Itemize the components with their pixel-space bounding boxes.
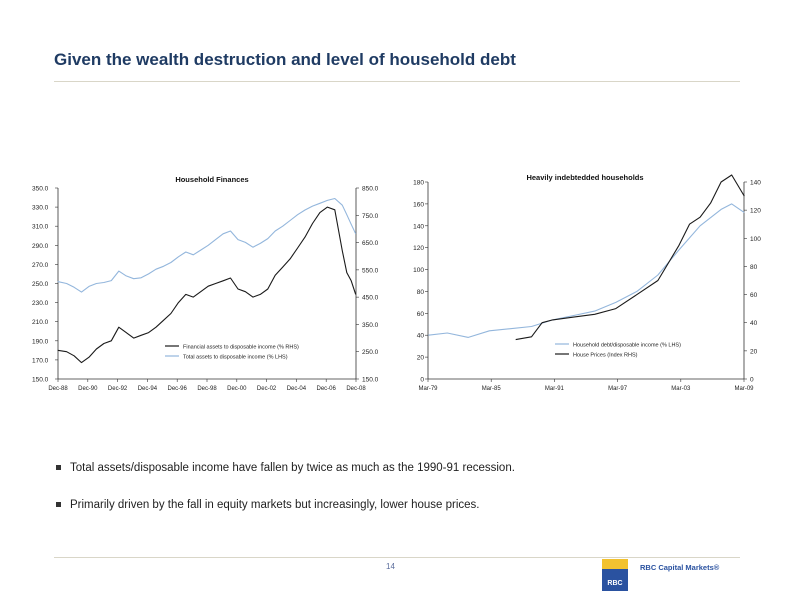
y-right-tick-label: 120: [750, 208, 761, 215]
y-right-tick-label: 250.0: [362, 349, 379, 356]
x-tick-label: Dec-00: [227, 386, 247, 392]
bullet-marker: [56, 502, 61, 507]
y-right-tick-label: 350.0: [362, 322, 379, 329]
rbc-logo: RBC RBC Capital Markets®: [600, 555, 740, 595]
x-tick-label: Dec-96: [168, 386, 188, 392]
chart-title: Heavily indebtedded households: [526, 173, 643, 182]
y-right-tick-label: 550.0: [362, 267, 379, 274]
y-left-tick-label: 310.0: [32, 224, 49, 231]
x-tick-label: Mar-09: [734, 386, 754, 392]
y-right-tick-label: 80: [750, 264, 758, 271]
x-tick-label: Dec-08: [346, 386, 366, 392]
series-line-1: [515, 174, 745, 341]
x-tick-label: Dec-98: [197, 386, 217, 392]
series-line-0: [57, 206, 357, 364]
y-left-tick-label: 160: [413, 201, 424, 208]
x-tick-label: Dec-04: [287, 386, 307, 392]
legend-label: Financial assets to disposable income (%…: [183, 345, 299, 351]
x-tick-label: Dec-92: [108, 386, 128, 392]
chart-household-finances: Household Finances 150.0 170.0 190.0 210.0 23…: [32, 175, 379, 392]
x-tick-label: Mar-97: [608, 386, 628, 392]
bullet-text: Primarily driven by the fall in equity m…: [70, 499, 480, 511]
chart-heavily-indebted-households: Heavily indebtedded households 0 20 40 60 80 1…: [413, 173, 761, 392]
legend-label: Total assets to disposable income (% LHS…: [183, 355, 288, 361]
y-left-tick-label: 60: [417, 311, 425, 318]
x-tick-label: Dec-02: [257, 386, 277, 392]
y-right-tick-label: 140: [750, 180, 761, 187]
bullet-text: Total assets/disposable income have fall…: [70, 462, 515, 474]
y-left-tick-label: 350.0: [32, 186, 49, 193]
y-right-tick-label: 150.0: [362, 377, 379, 384]
x-tick-label: Dec-90: [78, 386, 98, 392]
y-left-tick-label: 290.0: [32, 243, 49, 250]
y-right-tick-label: 100: [750, 236, 761, 243]
rbc-shield-icon: RBC: [602, 559, 628, 591]
series-line-1: [57, 197, 357, 293]
y-left-tick-label: 230.0: [32, 300, 49, 307]
y-left-tick-label: 80: [417, 289, 425, 296]
page-number: 14: [386, 562, 395, 571]
bullet-marker: [56, 465, 61, 470]
x-tick-label: Dec-94: [138, 386, 158, 392]
y-left-tick-label: 330.0: [32, 205, 49, 212]
y-left-tick-label: 40: [417, 333, 425, 340]
y-right-tick-label: 850.0: [362, 186, 379, 193]
y-right-tick-label: 60: [750, 292, 758, 299]
y-left-tick-label: 250.0: [32, 281, 49, 288]
y-left-tick-label: 0: [420, 377, 424, 384]
y-left-tick-label: 170.0: [32, 357, 49, 364]
y-right-tick-label: 40: [750, 320, 758, 327]
y-left-tick-label: 140: [413, 223, 424, 230]
x-tick-label: Mar-03: [671, 386, 691, 392]
y-left-tick-label: 180: [413, 180, 424, 187]
y-right-tick-label: 750.0: [362, 213, 379, 220]
rbc-mark-text: RBC: [607, 580, 622, 587]
y-right-tick-label: 450.0: [362, 295, 379, 302]
y-left-tick-label: 210.0: [32, 319, 49, 326]
y-left-tick-label: 120: [413, 245, 424, 252]
bullet-item: Total assets/disposable income have fall…: [56, 462, 515, 474]
x-tick-label: Mar-79: [418, 386, 438, 392]
legend-label: House Prices (Index RHS): [573, 353, 638, 359]
y-left-tick-label: 20: [417, 355, 425, 362]
y-left-tick-label: 150.0: [32, 377, 49, 384]
y-right-tick-label: 20: [750, 348, 758, 355]
chart-title: Household Finances: [175, 175, 248, 184]
y-left-tick-label: 100: [413, 267, 424, 274]
series-line-0: [428, 203, 745, 338]
legend-label: Household debt/disposable income (% LHS): [573, 343, 681, 349]
y-right-tick-label: 0: [750, 377, 754, 384]
title-divider: [54, 81, 740, 82]
x-tick-label: Dec-88: [48, 386, 68, 392]
bullet-item: Primarily driven by the fall in equity m…: [56, 499, 515, 511]
y-left-tick-label: 270.0: [32, 262, 49, 269]
footer-divider: [54, 557, 740, 558]
bullet-list: Total assets/disposable income have fall…: [56, 462, 515, 536]
y-left-tick-label: 190.0: [32, 338, 49, 345]
x-tick-label: Dec-06: [317, 386, 337, 392]
logo-text: RBC Capital Markets®: [640, 563, 720, 572]
x-tick-label: Mar-85: [482, 386, 502, 392]
x-tick-label: Mar-91: [545, 386, 565, 392]
y-right-tick-label: 650.0: [362, 240, 379, 247]
page-title: Given the wealth destruction and level o…: [54, 50, 516, 69]
